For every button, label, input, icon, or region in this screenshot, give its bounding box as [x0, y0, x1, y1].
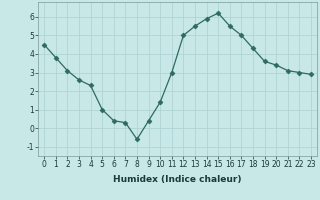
- X-axis label: Humidex (Indice chaleur): Humidex (Indice chaleur): [113, 175, 242, 184]
